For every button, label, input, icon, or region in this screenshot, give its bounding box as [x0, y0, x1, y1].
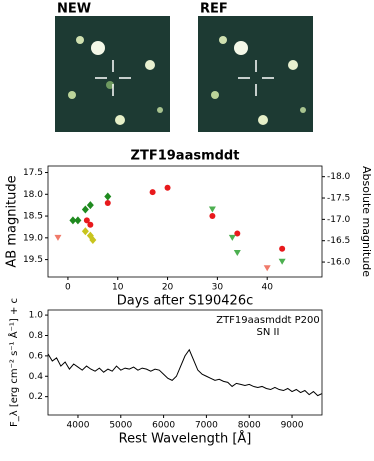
x-axis-label: Days after S190426c [117, 294, 254, 309]
y-axis-label: F_λ [erg cm⁻² s⁻¹ Å⁻¹] + c [7, 298, 20, 427]
x-tick-label: 40 [261, 283, 273, 293]
data-point [86, 201, 94, 210]
x-tick-label: 0 [65, 283, 71, 293]
x-tick-label: 7000 [195, 421, 218, 431]
upper-limit [54, 234, 62, 241]
annotation: ZTF19aasmddt P200 [216, 315, 320, 326]
stamp-label: NEW [57, 2, 91, 17]
data-point [209, 213, 216, 220]
y-tick-label: 18.0 [23, 190, 43, 200]
data-point [164, 184, 171, 191]
x-tick-label: 30 [212, 283, 224, 293]
x-tick-label: 9000 [281, 421, 304, 431]
chart-title: ZTF19aasmddt [131, 149, 240, 164]
y-tick-label: 0.4 [29, 372, 44, 382]
x-tick-label: 20 [162, 283, 174, 293]
data-point [279, 245, 286, 252]
y-tick-label: 17.5 [23, 168, 43, 178]
upper-limit [263, 265, 271, 272]
y2-tick-label: -17.0 [327, 215, 351, 225]
y-tick-label: 19.0 [23, 233, 43, 243]
upper-limit [228, 234, 236, 241]
upper-limit [208, 206, 216, 213]
stamp-label: REF [200, 2, 228, 17]
data-point [89, 236, 97, 244]
x-tick-label: 8000 [238, 421, 261, 431]
data-point [74, 216, 82, 225]
x-tick-label: 6000 [152, 421, 175, 431]
x-tick-label: 10 [112, 283, 124, 293]
y-tick-label: 18.5 [23, 212, 43, 222]
upper-limit [278, 258, 286, 265]
data-point [81, 227, 89, 236]
data-point [83, 217, 90, 224]
spectrum [47, 348, 323, 397]
y2-axis-label: Absolute magnitude [360, 166, 373, 277]
y-tick-label: 19.5 [23, 255, 43, 265]
x-axis-label: Rest Wavelength [Å] [119, 431, 252, 447]
y-tick-label: 1.0 [29, 311, 44, 321]
plot-frame [47, 309, 323, 416]
x-tick-label: 4000 [67, 421, 90, 431]
y-tick-label: 0.6 [29, 351, 44, 361]
data-point [81, 205, 89, 214]
y-axis-label: AB magnitude [5, 175, 20, 267]
data-point [104, 200, 111, 206]
y-tick-label: 0.8 [29, 331, 44, 341]
data-point [87, 221, 94, 228]
y2-tick-label: -18.0 [327, 172, 351, 182]
y2-tick-label: -16.0 [327, 258, 351, 268]
data-point [104, 192, 112, 201]
upper-limit [233, 250, 241, 257]
y2-tick-label: -17.5 [327, 194, 350, 204]
data-point [149, 189, 156, 196]
annotation: SN II [257, 327, 280, 338]
y2-tick-label: -16.5 [327, 236, 350, 246]
new-stamp [55, 16, 170, 132]
plot-frame [47, 165, 323, 278]
x-tick-label: 5000 [109, 421, 132, 431]
data-point [234, 230, 241, 237]
y-tick-label: 0.2 [29, 392, 43, 402]
ref-stamp [198, 16, 313, 132]
data-point [69, 216, 77, 225]
